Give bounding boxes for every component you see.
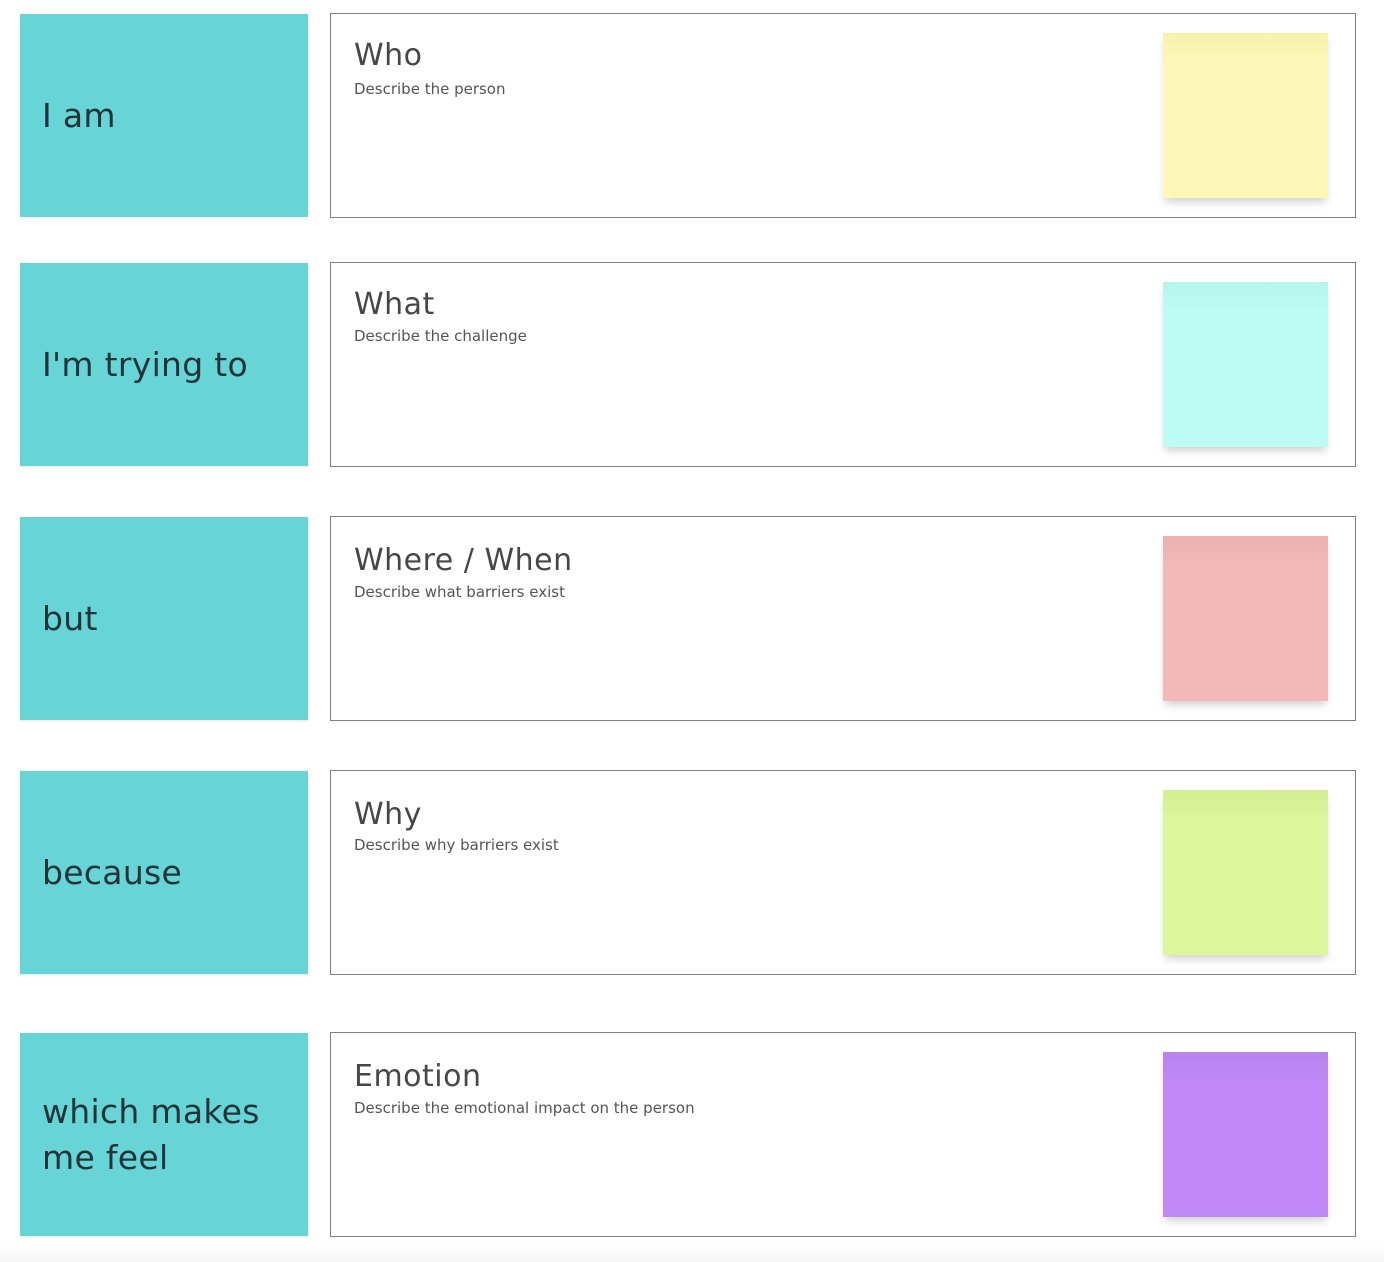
frame-description: Describe the challenge [354,327,527,345]
frame-description: Describe the emotional impact on the per… [354,1099,695,1117]
label-card-but[interactable]: but [20,517,308,720]
label-card-trying-to[interactable]: I'm trying to [20,263,308,466]
frame-description: Describe why barriers exist [354,836,559,854]
frame-title: Where / When [354,543,573,578]
label-card-text: because [42,852,183,892]
sticky-note-purple[interactable] [1163,1052,1328,1217]
sticky-note-green[interactable] [1163,790,1328,955]
frame-what[interactable]: What Describe the challenge [330,262,1356,467]
label-card-which-makes-me-feel[interactable]: which makes me feel [20,1033,308,1236]
canvas-bottom-edge [0,1246,1384,1262]
frame-description: Describe the person [354,80,506,98]
frame-title: Who [354,38,423,73]
frame-title: Emotion [354,1059,482,1094]
frame-where-when[interactable]: Where / When Describe what barriers exis… [330,516,1356,721]
sticky-note-cyan[interactable] [1163,282,1328,447]
frame-title: What [354,287,435,322]
frame-description: Describe what barriers exist [354,583,565,601]
sticky-note-pink[interactable] [1163,536,1328,701]
label-card-text: I'm trying to [42,344,249,384]
label-card-because[interactable]: because [20,771,308,974]
label-card-text: which makes me feel [42,1091,260,1177]
label-card-i-am[interactable]: I am [20,14,308,217]
label-card-text: I am [42,95,116,135]
label-card-text: but [42,598,98,638]
frame-emotion[interactable]: Emotion Describe the emotional impact on… [330,1032,1356,1237]
frame-why[interactable]: Why Describe why barriers exist [330,770,1356,975]
frame-who[interactable]: Who Describe the person [330,13,1356,218]
frame-title: Why [354,797,422,832]
sticky-note-yellow[interactable] [1163,33,1328,198]
